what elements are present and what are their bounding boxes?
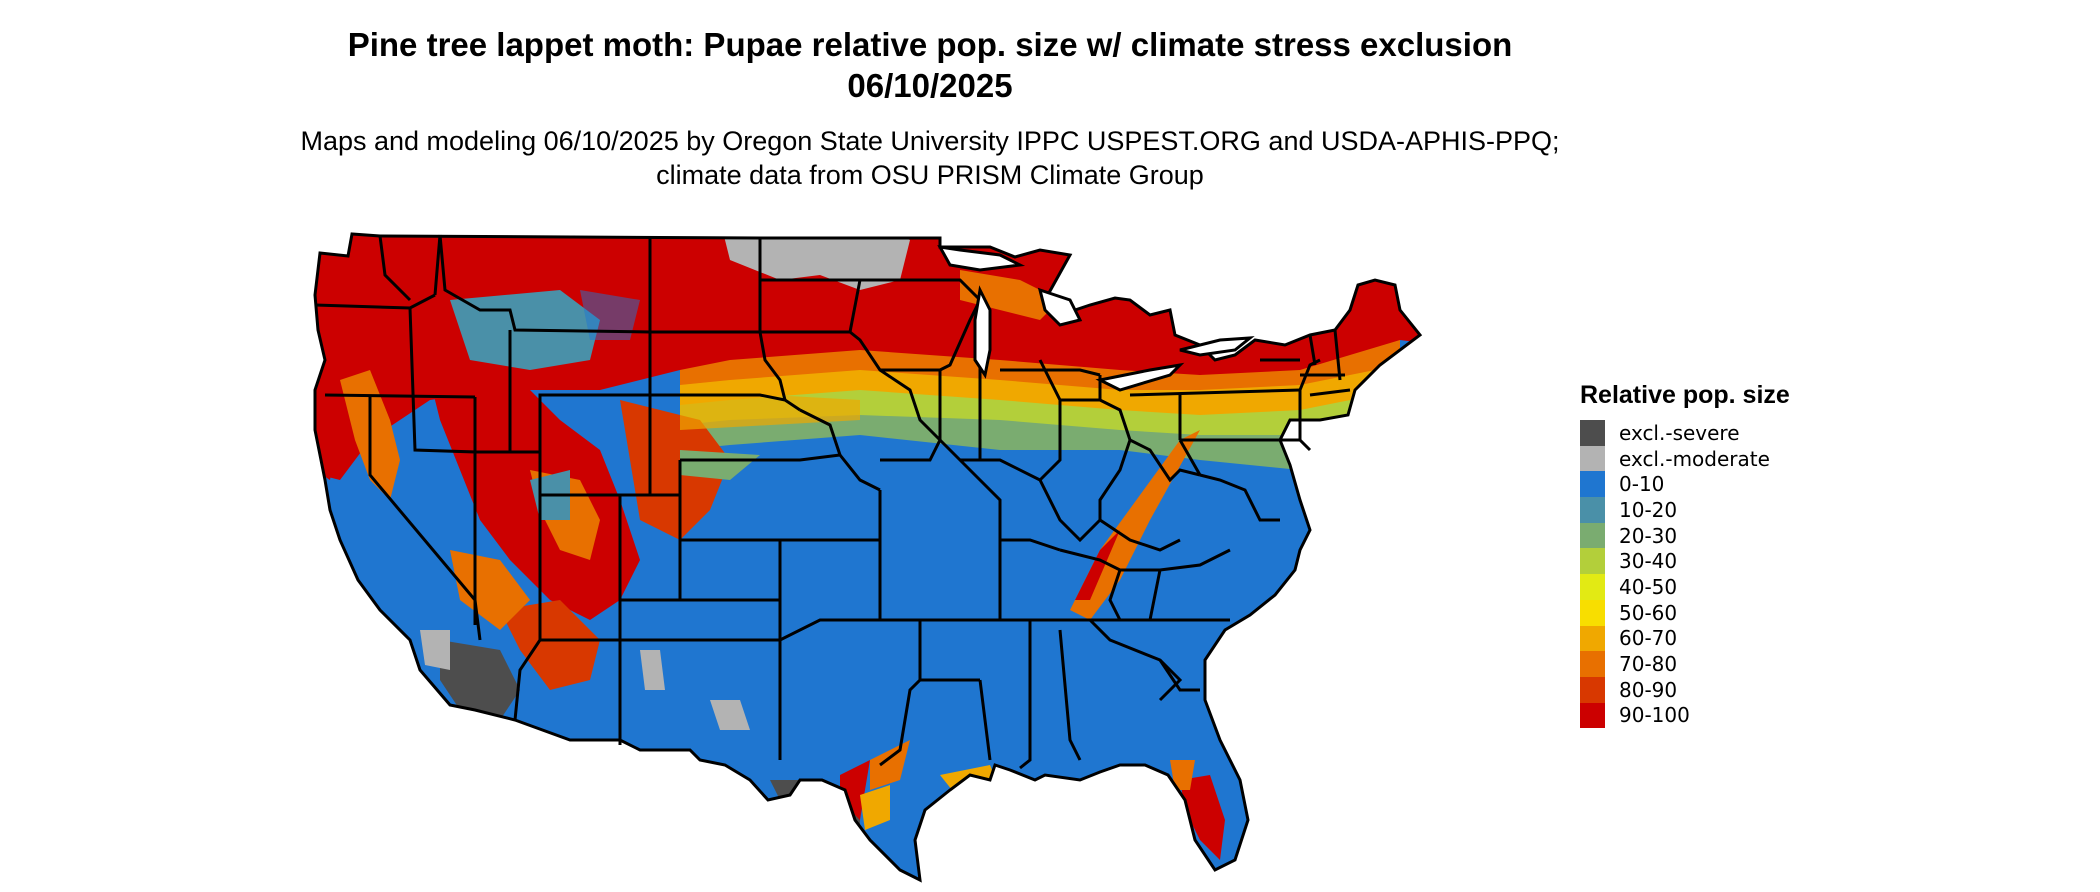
legend-swatch [1580, 651, 1605, 677]
map-title: Pine tree lappet moth: Pupae relative po… [347, 26, 1513, 104]
legend-item: excl.-moderate [1580, 445, 1790, 472]
map-subtitle: Maps and modeling 06/10/2025 by Oregon S… [300, 126, 1560, 190]
legend-label: 60-70 [1619, 626, 1678, 651]
legend-swatch [1580, 497, 1605, 523]
legend-label: 90-100 [1619, 703, 1690, 728]
legend-item: 10-20 [1580, 497, 1790, 523]
legend-swatch [1580, 676, 1605, 703]
legend-swatch [1580, 599, 1605, 626]
state-boundaries [313, 232, 1423, 883]
legend-item: 80-90 [1580, 676, 1790, 703]
map-data-layer [315, 234, 1420, 880]
legend-item: 30-40 [1580, 548, 1790, 575]
legend-swatch [1580, 471, 1605, 498]
legend-swatch [1580, 522, 1605, 549]
legend-label: excl.-severe [1619, 420, 1740, 445]
legend-swatch [1580, 702, 1605, 729]
legend-item: 40-50 [1580, 574, 1790, 600]
legend-label: 50-60 [1619, 600, 1678, 625]
legend-label: 70-80 [1619, 652, 1678, 677]
legend-item: 0-10 [1580, 471, 1790, 498]
legend-swatch [1580, 445, 1605, 472]
title-block: Pine tree lappet moth: Pupae relative po… [300, 24, 1560, 192]
legend-item: 50-60 [1580, 599, 1790, 626]
legend-label: excl.-moderate [1619, 446, 1770, 471]
legend-item: 90-100 [1580, 702, 1790, 729]
us-map [313, 232, 1423, 883]
legend-title: Relative pop. size [1580, 381, 1790, 409]
legend-items: excl.-severe excl.-moderate 0-10 10-20 20-30… [1580, 420, 1790, 729]
legend-swatch [1580, 420, 1605, 446]
legend-swatch [1580, 548, 1605, 575]
legend-item: 60-70 [1580, 625, 1790, 652]
legend-label: 40-50 [1619, 574, 1678, 599]
legend-label: 80-90 [1619, 677, 1678, 702]
legend-label: 20-30 [1619, 523, 1678, 548]
legend-swatch [1580, 625, 1605, 652]
legend-label: 0-10 [1619, 472, 1665, 497]
legend-label: 30-40 [1619, 549, 1678, 574]
legend-item: excl.-severe [1580, 420, 1790, 446]
legend-swatch [1580, 574, 1605, 600]
legend-item: 70-80 [1580, 651, 1790, 677]
legend: Relative pop. size excl.-severe excl.-mod… [1580, 381, 1790, 729]
legend-item: 20-30 [1580, 522, 1790, 549]
legend-label: 10-20 [1619, 497, 1678, 522]
great-lakes [937, 245, 1255, 392]
